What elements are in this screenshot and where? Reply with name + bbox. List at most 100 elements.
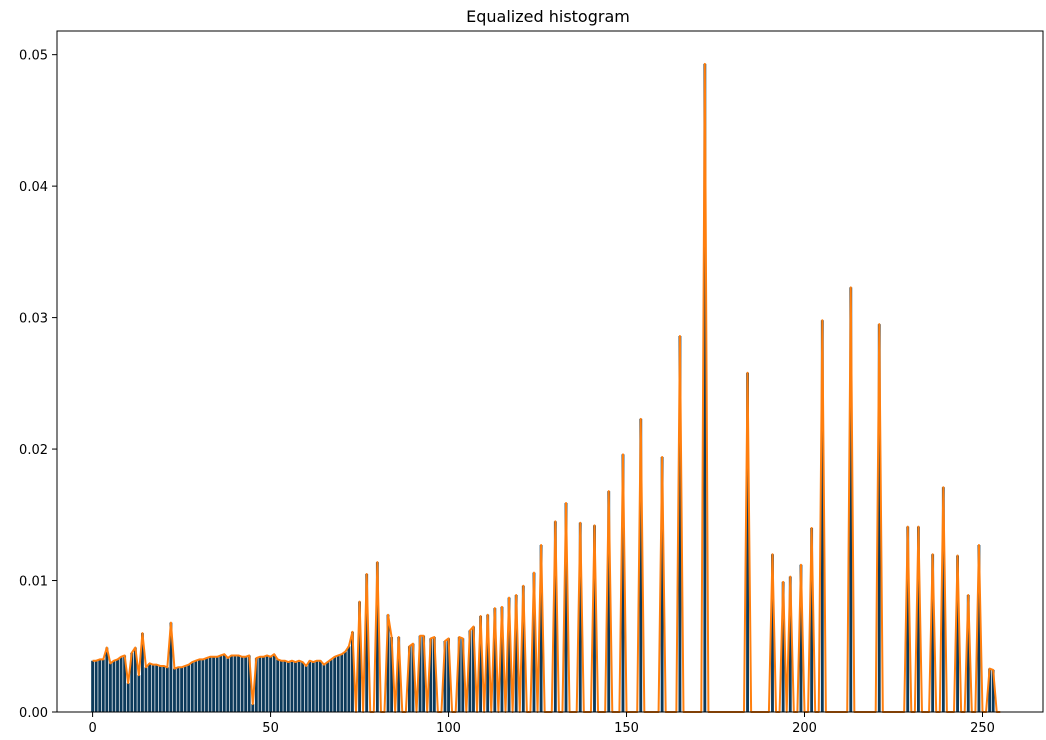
histogram-bar <box>133 647 137 712</box>
histogram-bar <box>190 662 194 712</box>
histogram-bar <box>386 614 390 712</box>
histogram-bar <box>639 418 643 712</box>
histogram-bar <box>233 655 237 712</box>
histogram-bar <box>977 545 981 712</box>
histogram-bar <box>244 656 248 712</box>
x-tick-label: 100 <box>436 721 461 736</box>
x-tick-label: 250 <box>970 721 995 736</box>
histogram-bar <box>304 665 308 712</box>
histogram-bar <box>180 667 184 712</box>
histogram-bar <box>187 664 191 712</box>
histogram-bar <box>229 655 233 712</box>
histogram-bar <box>262 656 265 712</box>
histogram-bar <box>820 320 824 712</box>
histogram-bar <box>578 522 582 712</box>
histogram-bar <box>429 638 433 712</box>
histogram-bar <box>240 656 244 712</box>
histogram-bar <box>343 651 347 712</box>
histogram-bar <box>197 659 201 712</box>
histogram-bar <box>158 665 162 712</box>
histogram-bar <box>486 614 490 712</box>
histogram-bar <box>311 662 315 712</box>
histogram-bar <box>130 652 134 712</box>
histogram-bar <box>514 594 518 712</box>
histogram-bar <box>201 659 205 712</box>
histogram-bar <box>333 656 337 712</box>
histogram-bar <box>443 641 447 712</box>
histogram-bar <box>286 662 290 712</box>
histogram-bar <box>799 564 803 712</box>
histogram-bar <box>407 646 411 712</box>
histogram-bar <box>365 573 369 712</box>
histogram-bar <box>326 662 329 712</box>
y-tick-label: 0.01 <box>19 575 48 590</box>
histogram-bar <box>162 665 166 712</box>
histogram-bar <box>141 633 144 712</box>
histogram-bar <box>265 655 269 712</box>
histogram-bar <box>94 660 98 712</box>
bars-group <box>91 63 995 712</box>
histogram-bar <box>212 656 216 712</box>
y-tick-label: 0.03 <box>19 312 48 327</box>
histogram-bar <box>322 664 326 712</box>
histogram-bar <box>144 667 148 712</box>
histogram-bar <box>283 660 287 712</box>
histogram-bar <box>276 659 280 712</box>
histogram-bar <box>390 637 394 712</box>
histogram-bar <box>746 372 749 712</box>
histogram-bar <box>877 324 881 712</box>
histogram-bar <box>91 660 95 712</box>
histogram-bar <box>294 662 297 712</box>
histogram-bar <box>461 638 465 712</box>
histogram-bar <box>479 616 483 712</box>
x-tick-label: 0 <box>88 721 96 736</box>
histogram-bar <box>564 502 568 712</box>
histogram-bar <box>308 660 312 712</box>
x-tick-label: 200 <box>792 721 817 736</box>
histogram-bar <box>219 655 223 712</box>
histogram-bar <box>916 526 920 712</box>
histogram-bar <box>956 555 959 712</box>
histogram-bar <box>222 654 226 712</box>
histogram-bar <box>315 660 319 712</box>
histogram-bar <box>205 658 208 712</box>
histogram-bar <box>183 665 187 712</box>
histogram-bar <box>151 664 155 712</box>
histogram-bar <box>301 662 305 712</box>
histogram-bar <box>432 637 436 712</box>
y-tick-label: 0.00 <box>19 706 48 721</box>
histogram-bar <box>593 525 596 712</box>
histogram-bar <box>208 656 212 712</box>
histogram-bar <box>703 63 707 712</box>
histogram-bar <box>532 572 536 712</box>
histogram-bar <box>251 704 255 712</box>
x-tick-label: 150 <box>614 721 639 736</box>
series-line <box>92 62 1001 713</box>
histogram-bar <box>906 526 910 712</box>
histogram-bar <box>247 655 251 712</box>
histogram-bar <box>176 667 180 712</box>
histogram-bar <box>336 655 340 712</box>
histogram-bar <box>340 654 344 712</box>
histogram-bar <box>98 659 102 712</box>
histogram-bar <box>148 663 151 712</box>
histogram-bar <box>472 626 475 712</box>
histogram-bar <box>126 683 130 712</box>
histogram-bar <box>411 643 415 712</box>
chart-title: Equalized histogram <box>466 7 630 26</box>
histogram-bar <box>539 545 543 712</box>
y-axis: 0.00 0.01 0.02 0.03 0.04 0.05 <box>19 49 57 721</box>
histogram-bar <box>215 656 219 712</box>
histogram-bar <box>258 656 262 712</box>
histogram-bar <box>254 658 258 712</box>
histogram-bar <box>169 622 173 712</box>
histogram-bar <box>358 601 361 712</box>
y-tick-label: 0.05 <box>19 49 48 64</box>
histogram-bar <box>105 647 109 712</box>
histogram-bar <box>329 659 333 712</box>
histogram-bar <box>269 656 272 712</box>
histogram-bar <box>447 638 450 712</box>
x-axis: 0 50 100 150 200 250 <box>88 712 995 736</box>
histogram-bar <box>112 660 116 712</box>
histogram-bar <box>678 336 682 712</box>
